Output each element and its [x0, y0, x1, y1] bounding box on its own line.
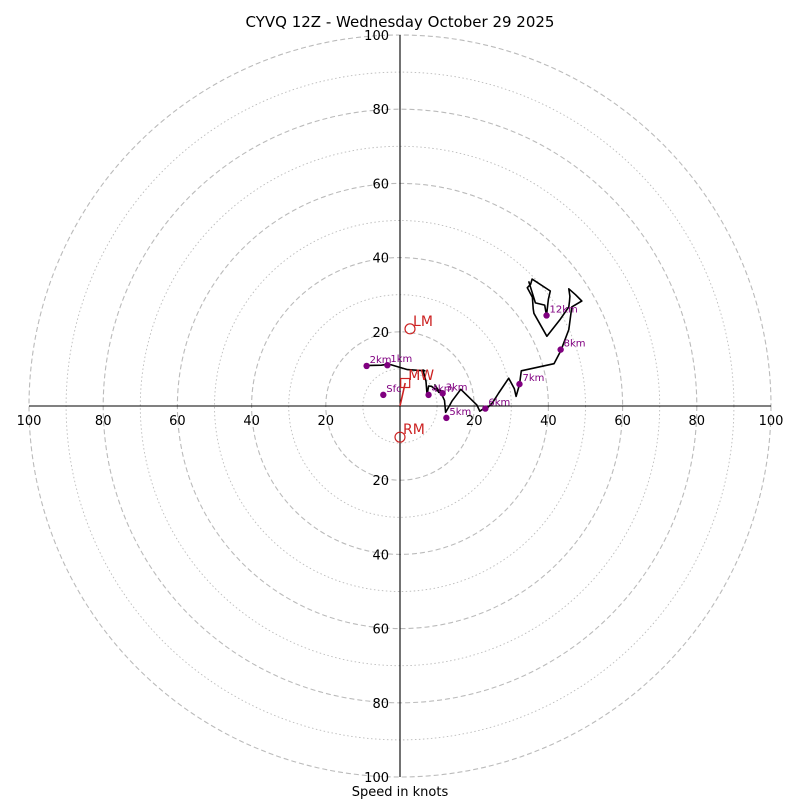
- height-marker-12km: [543, 312, 550, 319]
- shear-vector: [399, 382, 406, 407]
- hodograph-trace: [364, 278, 583, 414]
- x-tick-label: 60: [614, 414, 631, 429]
- y-tick-label: 100: [364, 771, 389, 786]
- height-marker-4km: [425, 391, 432, 399]
- x-tick-label: 100: [17, 414, 42, 429]
- chart-title: CYVQ 12Z - Wednesday October 29 2025: [246, 13, 555, 31]
- storm-motion-label-LM: LM: [413, 314, 433, 330]
- height-marker-6km: [482, 405, 489, 412]
- x-tick-label: 100: [759, 414, 784, 429]
- height-marker-2km: [363, 362, 370, 370]
- height-marker-5km: [443, 414, 450, 422]
- storm-motion-MW: [400, 377, 411, 389]
- x-tick-label: 40: [243, 414, 260, 429]
- y-tick-label: 60: [372, 623, 389, 638]
- x-tick-label: 80: [95, 414, 112, 429]
- x-axis-label: Speed in knots: [352, 785, 449, 800]
- height-marker-Sfc: [380, 391, 387, 399]
- height-marker-8km: [557, 346, 564, 353]
- storm-motion-RM: [394, 431, 406, 443]
- y-tick-label: 20: [372, 474, 389, 489]
- height-label-5km: 5km: [449, 407, 471, 418]
- y-tick-label: 80: [372, 103, 389, 118]
- x-tick-label: 40: [540, 414, 557, 429]
- tick-labels: 100 80 60 40 20 20 40 60 80 100 100 80 60 40 20 20 40 60 8…: [17, 29, 784, 786]
- y-tick-label: 100: [364, 29, 389, 44]
- storm-motion-label-RM: RM: [403, 422, 425, 438]
- height-label-2km: 2km: [370, 355, 392, 366]
- y-tick-label: 40: [372, 252, 389, 267]
- height-marker-1km: [384, 361, 391, 369]
- height-marker-3km: [439, 390, 446, 397]
- height-label-7km: 7km: [522, 373, 544, 384]
- storm-motion-label-MW: MW: [408, 368, 434, 384]
- height-label-8km: 8km: [564, 339, 586, 350]
- x-tick-label: 20: [466, 414, 483, 429]
- height-label-4km: 4km: [432, 384, 454, 395]
- storm-motion-LM: [404, 323, 416, 335]
- y-tick-label: 80: [372, 697, 389, 712]
- height-label-12km: 12km: [550, 304, 578, 315]
- height-label-3km: 3km: [446, 382, 468, 393]
- x-tick-label: 60: [169, 414, 186, 429]
- x-tick-label: 80: [689, 414, 706, 429]
- y-tick-label: 20: [372, 326, 389, 341]
- height-marker-7km: [516, 380, 523, 388]
- height-label-6km: 6km: [488, 398, 510, 409]
- height-label-1km: 1km: [390, 354, 412, 365]
- y-tick-label: 40: [372, 548, 389, 563]
- x-tick-label: 20: [318, 414, 335, 429]
- storm-motions: LM MW RM: [394, 314, 434, 443]
- hodograph-trace-layer: [364, 278, 583, 414]
- y-tick-label: 60: [372, 177, 389, 192]
- height-label-Sfc: Sfc: [386, 384, 401, 395]
